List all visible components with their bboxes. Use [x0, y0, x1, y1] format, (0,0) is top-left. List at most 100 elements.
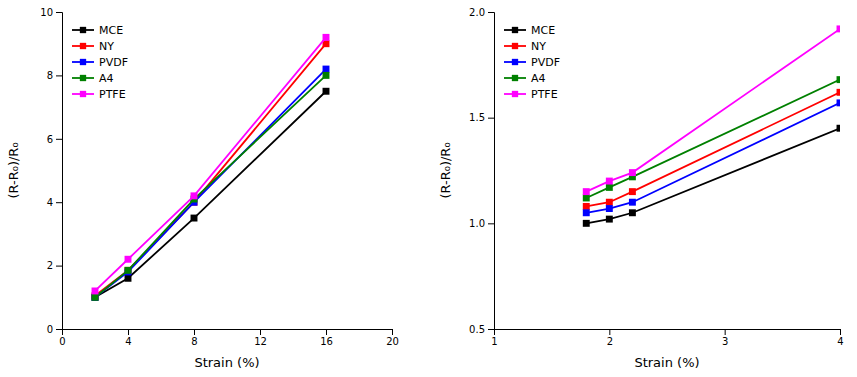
x-axis: 0 4 8 12 16 20 — [59, 329, 399, 347]
tick-label: 4 — [125, 336, 131, 347]
legend-marker — [80, 43, 86, 49]
legend-marker — [80, 27, 86, 33]
marker — [606, 216, 613, 223]
tick-label: 12 — [254, 336, 267, 347]
tick-mark — [56, 139, 62, 140]
marker — [125, 267, 132, 274]
tick-label: 3 — [722, 336, 728, 347]
series-line — [95, 37, 326, 291]
series — [583, 25, 840, 195]
marker — [92, 294, 99, 301]
tick-label: 0 — [59, 336, 65, 347]
chart-root: 0 4 8 12 16 200 2 4 6 8 10 Strain (%) (R-R₀)/R₀ MCE NY… — [0, 0, 857, 377]
tick: 6 — [47, 134, 62, 145]
legend-marker — [80, 75, 86, 81]
tick: 1 — [491, 329, 497, 347]
marker — [837, 76, 840, 83]
tick-label: 2 — [47, 260, 53, 271]
tick-mark — [56, 202, 62, 203]
legend-label: PTFE — [531, 88, 558, 101]
series — [92, 88, 330, 301]
series-line — [586, 80, 840, 198]
marker — [323, 66, 330, 73]
series — [92, 72, 330, 301]
marker — [92, 294, 99, 301]
tick-mark — [56, 75, 62, 76]
legend-item: A4 — [72, 72, 114, 85]
series-line — [586, 29, 840, 192]
tick: 2 — [607, 329, 613, 347]
legend-label: PTFE — [99, 88, 126, 101]
marker — [583, 220, 590, 227]
tick: 2.0 — [469, 7, 494, 18]
tick: 0.5 — [469, 324, 494, 335]
marker — [92, 287, 99, 294]
series — [92, 66, 330, 301]
tick: 16 — [320, 329, 333, 347]
plot-area — [92, 34, 330, 301]
x-axis-title: Strain (%) — [634, 355, 699, 370]
marker — [191, 215, 198, 222]
marker — [606, 184, 613, 191]
marker — [837, 25, 840, 32]
marker — [583, 195, 590, 202]
marker — [323, 72, 330, 79]
tick-label: 4 — [47, 197, 53, 208]
legend-marker — [512, 75, 518, 81]
marker — [629, 169, 636, 176]
tick: 4 — [47, 197, 62, 208]
tick-label: 1 — [491, 336, 497, 347]
tick-mark — [56, 329, 62, 330]
legend-label: MCE — [531, 24, 555, 37]
legend-marker — [80, 91, 86, 97]
y-axis-title: (R-R₀)/R₀ — [6, 142, 21, 198]
series — [92, 34, 330, 295]
tick-label: 20 — [386, 336, 399, 347]
legend-marker — [512, 91, 518, 97]
tick-label: 2.0 — [469, 7, 485, 18]
series-line — [95, 75, 326, 297]
marker — [583, 188, 590, 195]
tick-mark — [488, 329, 494, 330]
series — [583, 89, 840, 210]
tick: 20 — [386, 329, 399, 347]
legend-label: A4 — [99, 72, 114, 85]
legend-label: NY — [531, 40, 546, 53]
tick: 1.0 — [469, 218, 494, 229]
marker — [606, 199, 613, 206]
legend: MCE NY PVDF A4 PTFE — [504, 24, 560, 101]
tick: 12 — [254, 329, 267, 347]
marker — [125, 275, 132, 282]
tick-mark — [128, 329, 129, 335]
marker — [837, 89, 840, 96]
marker — [606, 178, 613, 185]
legend-item: A4 — [504, 72, 546, 85]
legend-item: PVDF — [504, 56, 560, 69]
marker — [125, 256, 132, 263]
y-axis-title: (R-R₀)/R₀ — [438, 142, 453, 198]
legend-label: A4 — [531, 72, 546, 85]
x-axis-title: Strain (%) — [194, 355, 259, 370]
tick-mark — [56, 266, 62, 267]
tick-label: 4 — [837, 336, 843, 347]
marker — [583, 209, 590, 216]
tick-label: 6 — [47, 134, 53, 145]
legend-label: MCE — [99, 24, 123, 37]
tick-label: 1.0 — [469, 218, 485, 229]
x-axis-line — [63, 330, 393, 336]
tick: 8 — [47, 70, 62, 81]
tick-label: 8 — [191, 336, 197, 347]
tick-label: 10 — [40, 7, 53, 18]
tick-label: 2 — [607, 336, 613, 347]
series-line — [95, 91, 326, 297]
tick-mark — [840, 329, 841, 335]
series-line — [586, 92, 840, 206]
marker — [583, 203, 590, 210]
tick-mark — [56, 12, 62, 13]
marker — [323, 88, 330, 95]
tick-mark — [609, 329, 610, 335]
legend-marker — [512, 59, 518, 65]
tick-label: 8 — [47, 70, 53, 81]
tick: 2 — [47, 260, 62, 271]
series-line — [586, 103, 840, 213]
